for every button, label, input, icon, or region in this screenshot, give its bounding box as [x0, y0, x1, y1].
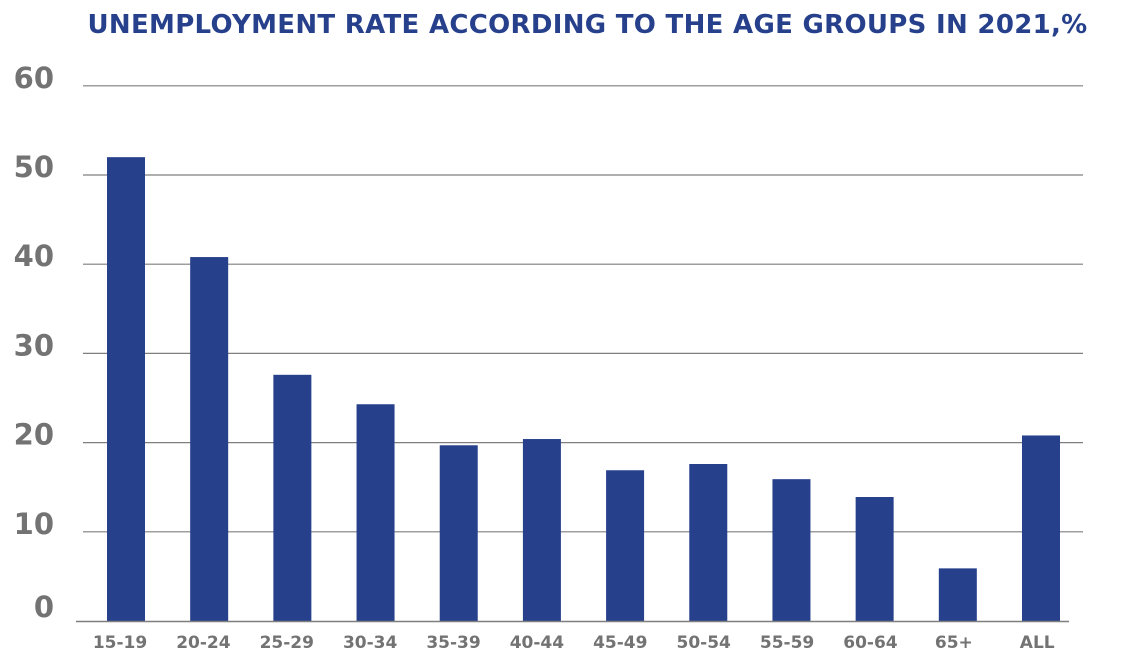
x-tick-labels: 15-19 20-24 25-29 30-34 35-39 40-44 45-49 50-54…: [93, 633, 1055, 650]
x-tick-label: 15-19: [93, 633, 147, 650]
bar-55-59: [772, 479, 811, 621]
y-tick-label: 60: [14, 61, 54, 95]
chart-title: UNEMPLOYMENT RATE ACCORDING TO THE AGE G…: [87, 10, 1088, 40]
bar-25-29: [273, 374, 312, 621]
bar-40-44: [522, 439, 561, 621]
x-tick-label: 50-54: [676, 633, 731, 650]
x-tick-label: 40-44: [510, 633, 565, 650]
bar-35-39: [439, 445, 478, 621]
x-tick-label: 30-34: [343, 633, 398, 650]
y-tick-label: 40: [14, 239, 54, 273]
x-tick-label: 55-59: [760, 633, 814, 650]
gridlines: [83, 85, 1083, 533]
x-tick-label: 25-29: [260, 633, 314, 650]
x-tick-label: 20-24: [176, 633, 231, 650]
bar-50-54: [689, 464, 728, 621]
bar-20-24: [190, 257, 229, 621]
x-tick-label: 45-49: [593, 633, 647, 650]
bar-65+: [938, 568, 977, 621]
x-tick-label: 35-39: [426, 633, 480, 650]
y-tick-label: 10: [14, 507, 54, 541]
bars: [107, 157, 1060, 621]
y-tick-label: 50: [14, 150, 54, 184]
bar-45-49: [606, 470, 645, 621]
bar-15-19: [107, 157, 145, 621]
y-tick-label: 0: [34, 590, 54, 624]
y-tick-label: 20: [14, 418, 54, 452]
x-tick-label: ALL: [1020, 633, 1055, 650]
y-tick-label: 30: [14, 328, 54, 362]
y-tick-labels: 0 10 20 30 40 50 60: [14, 61, 54, 624]
x-tick-label: 65+: [935, 633, 973, 650]
bar-ALL: [1022, 435, 1060, 621]
bar-30-34: [356, 404, 395, 621]
bar-60-64: [855, 497, 894, 621]
x-tick-label: 60-64: [843, 633, 898, 650]
